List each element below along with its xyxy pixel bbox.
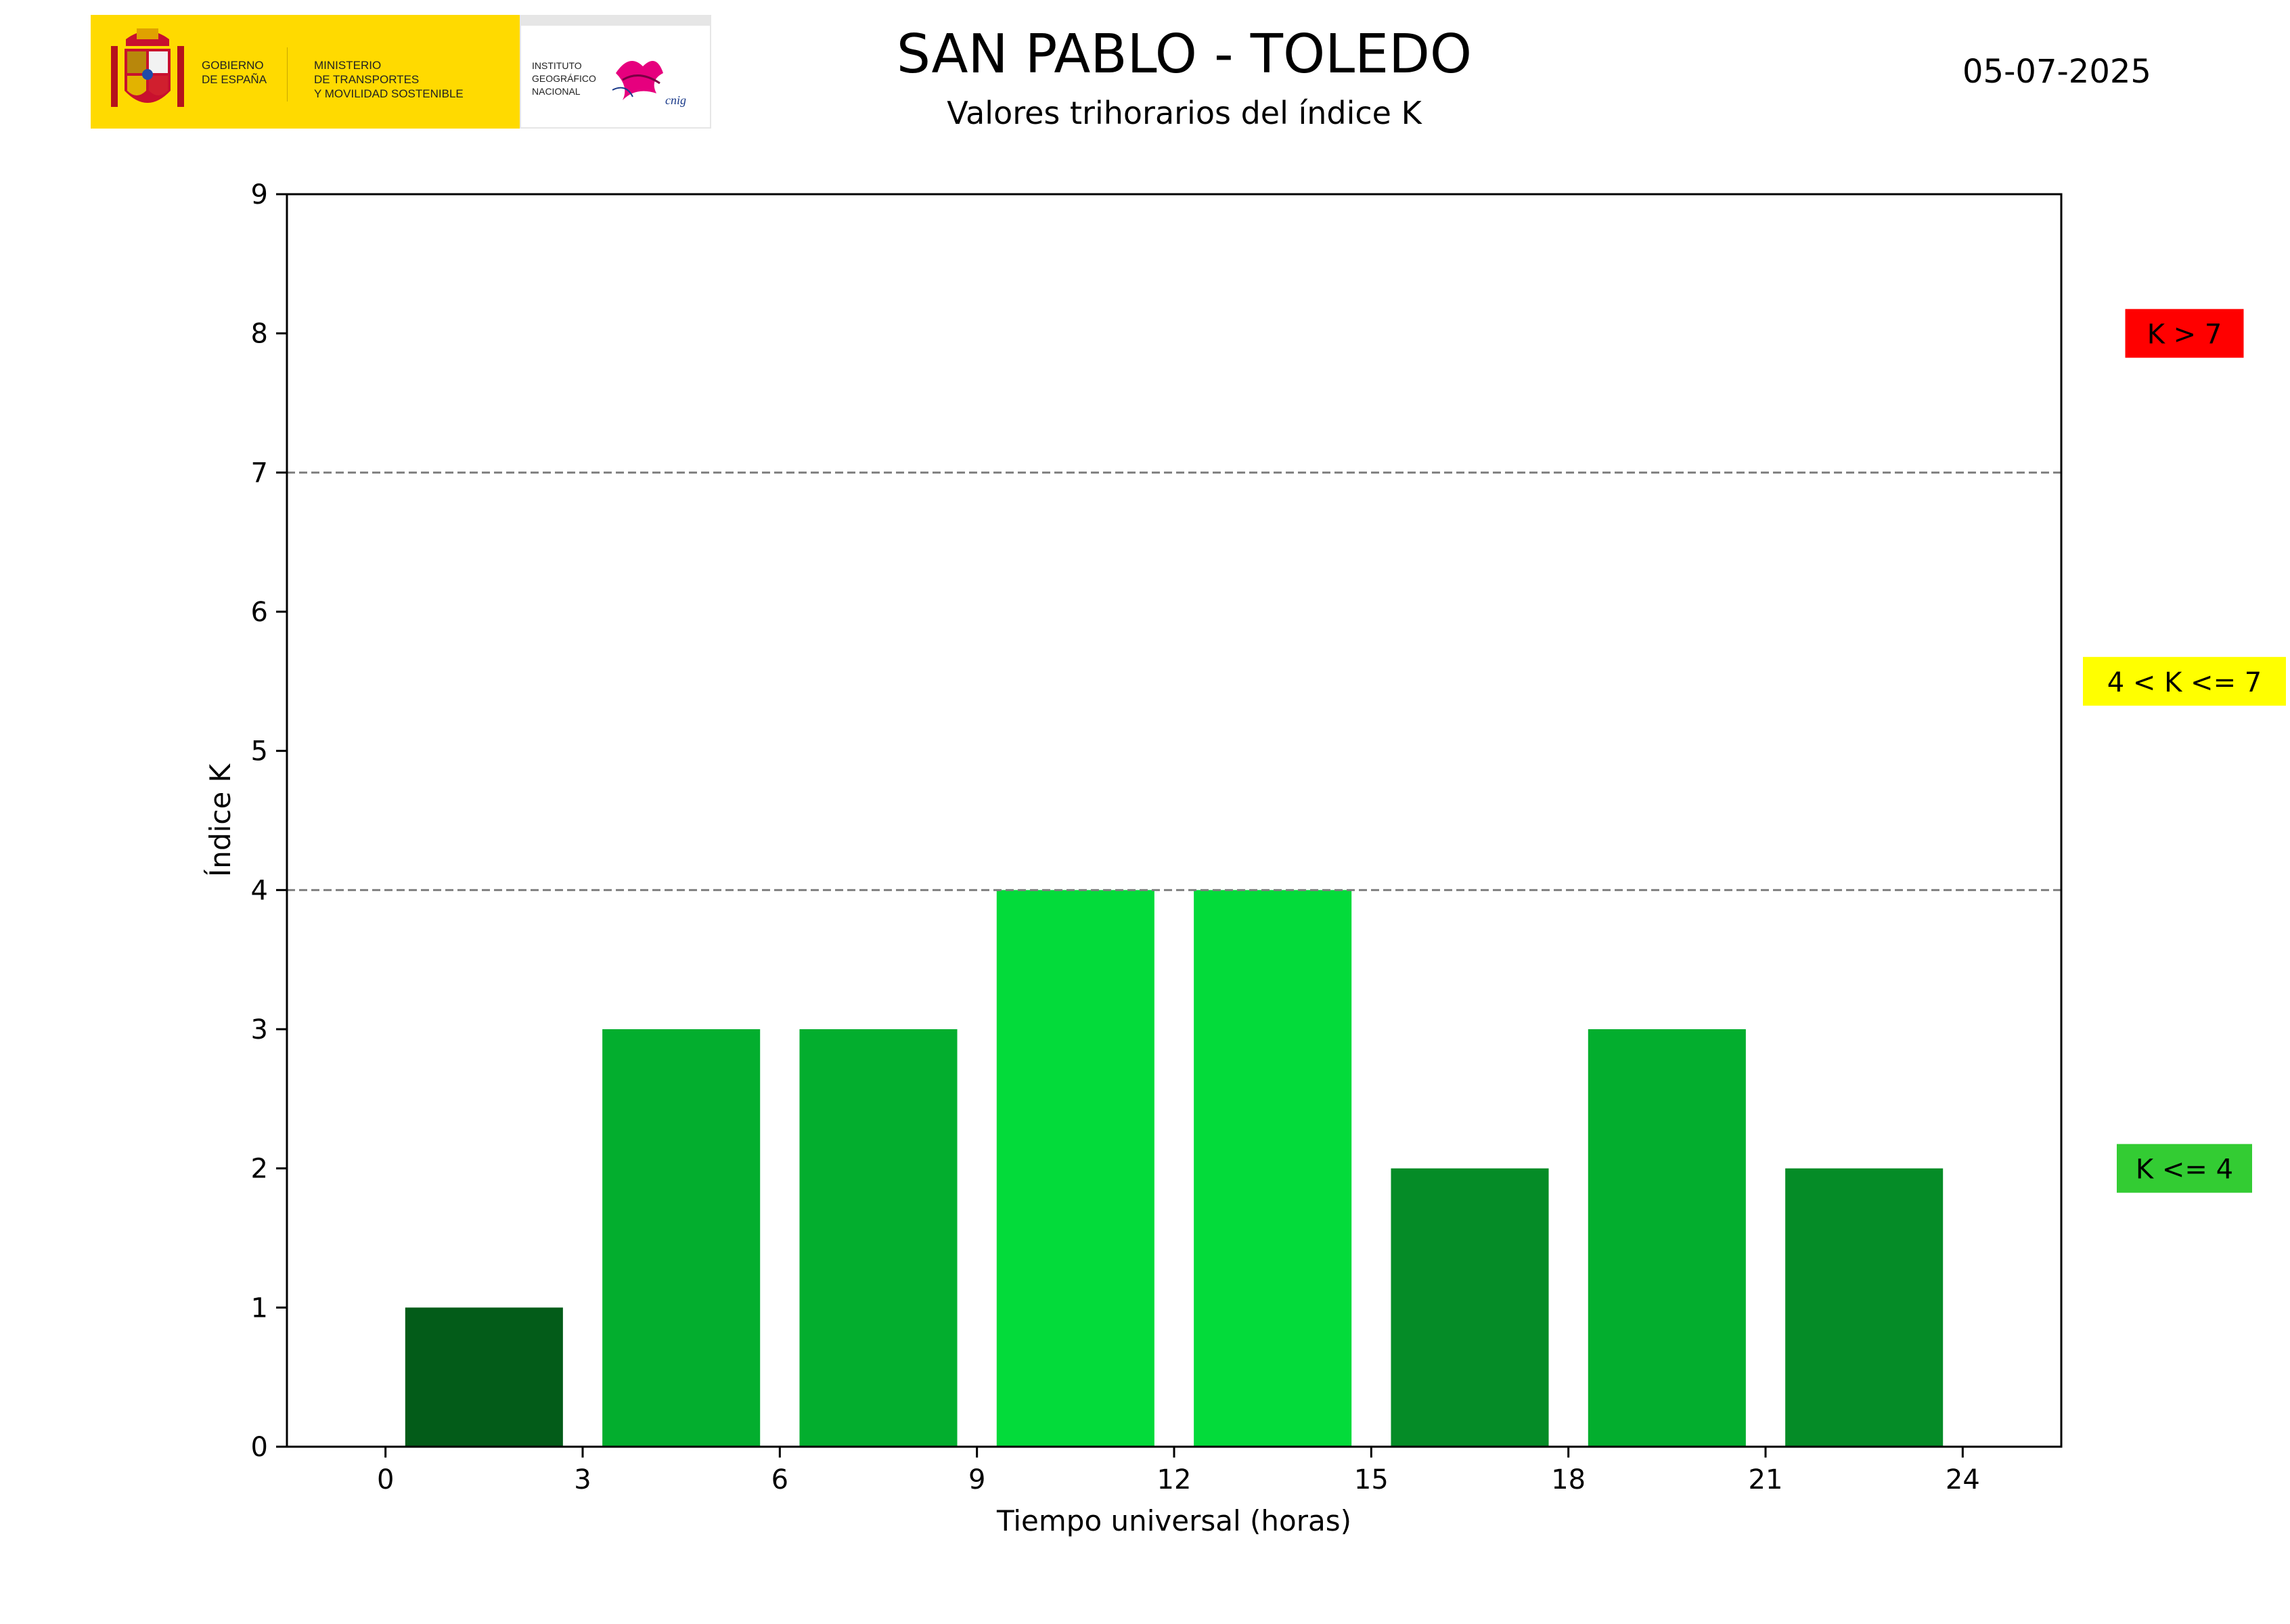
y-tick-label: 6 [251, 597, 268, 628]
y-tick-label: 4 [251, 875, 268, 906]
instituto-text: INSTITUTO GEOGRÁFICO NACIONAL [532, 60, 596, 97]
legend-box-0 [2125, 309, 2244, 358]
bar-3 [996, 890, 1154, 1447]
y-tick-label: 5 [251, 736, 268, 767]
page-title: SAN PABLO - TOLEDO [896, 23, 1473, 85]
x-tick-label: 0 [377, 1464, 394, 1495]
y-axis-label: Índice K [203, 763, 237, 877]
x-tick-label: 9 [968, 1464, 985, 1495]
gobierno-text: GOBIERNO DE ESPAÑA [202, 59, 267, 86]
y-tick-label: 0 [251, 1432, 268, 1463]
cnig-text: cnig [665, 93, 686, 107]
x-tick-label: 18 [1551, 1464, 1586, 1495]
date-label: 05-07-2025 [1962, 53, 2151, 91]
x-tick-label: 21 [1749, 1464, 1783, 1495]
government-logo: GOBIERNO DE ESPAÑA MINISTERIO DE TRANSPO… [91, 15, 712, 130]
legend-label-2: K <= 4 [2136, 1154, 2233, 1186]
bar-0 [405, 1307, 563, 1447]
y-tick-label: 8 [251, 319, 268, 350]
ign-logo-panel: INSTITUTO GEOGRÁFICO NACIONAL cnig [520, 15, 711, 129]
y-tick-label: 7 [251, 457, 268, 489]
y-tick-label: 9 [251, 179, 268, 210]
x-tick-label: 6 [771, 1464, 788, 1495]
x-tick-label: 15 [1354, 1464, 1389, 1495]
y-tick-label: 1 [251, 1292, 268, 1324]
y-tick-label: 2 [251, 1154, 268, 1185]
x-tick-label: 3 [574, 1464, 591, 1495]
ign-brush-icon [612, 61, 663, 100]
legend-label-1: 4 < K <= 7 [2107, 667, 2262, 698]
bar-2 [799, 1029, 958, 1447]
bar-5 [1391, 1168, 1549, 1447]
legend-label-0: K > 7 [2147, 319, 2222, 351]
legend-box-2 [2117, 1144, 2252, 1193]
bar-7 [1785, 1168, 1944, 1447]
page-subtitle: Valores trihorarios del índice K [947, 95, 1422, 131]
ministry-logo-panel: GOBIERNO DE ESPAÑA MINISTERIO DE TRANSPO… [91, 15, 520, 129]
x-tick-label: 24 [1946, 1464, 1980, 1495]
x-tick-label: 12 [1157, 1464, 1192, 1495]
x-axis-label: Tiempo universal (horas) [996, 1504, 1351, 1537]
bar-6 [1588, 1029, 1746, 1447]
coat-of-arms-icon [111, 28, 184, 107]
y-tick-label: 3 [251, 1014, 268, 1045]
ministerio-text: MINISTERIO DE TRANSPORTES Y MOVILIDAD SO… [314, 59, 464, 100]
bar-4 [1194, 890, 1352, 1447]
legend-box-1 [2083, 656, 2286, 706]
bar-1 [602, 1029, 761, 1447]
logo-divider [287, 47, 288, 102]
